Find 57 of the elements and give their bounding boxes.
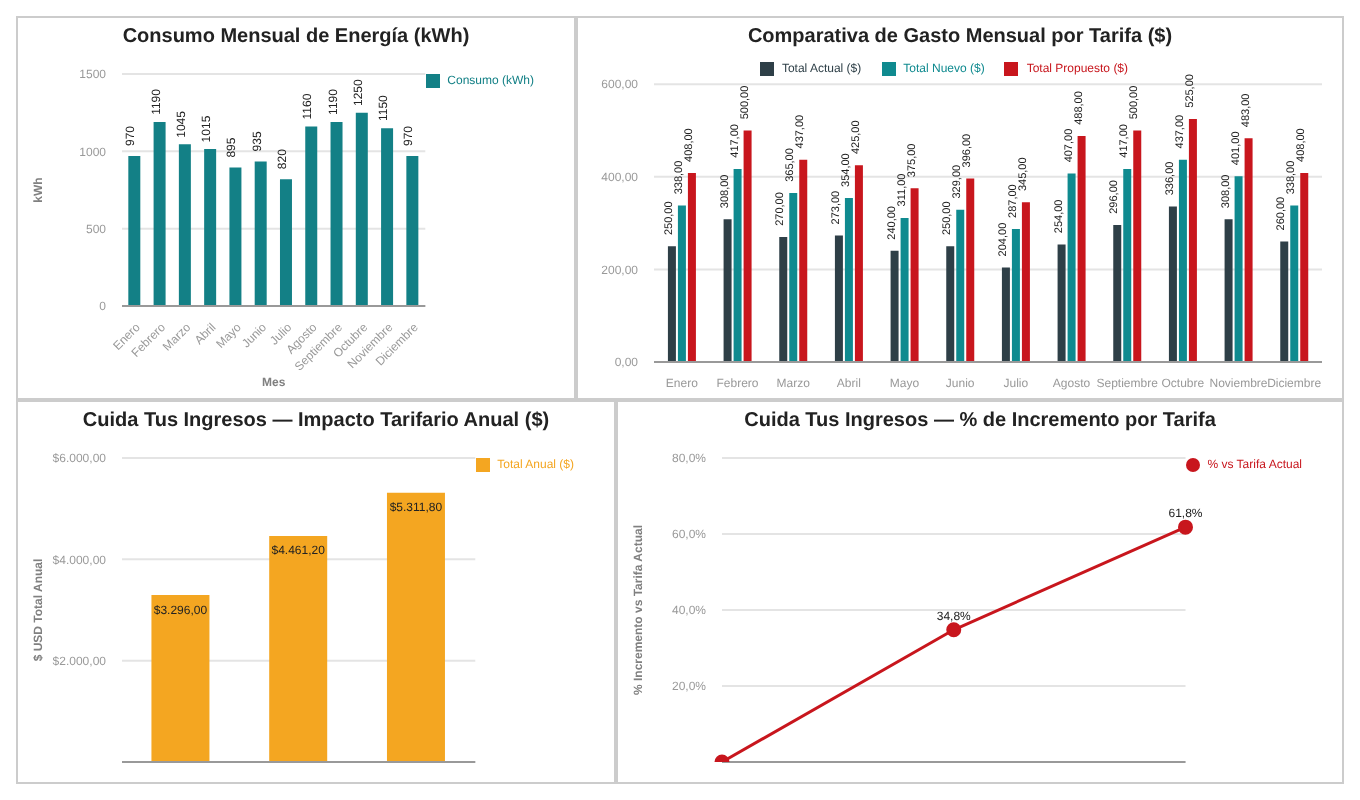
- bar: [687, 173, 696, 362]
- bar: [229, 167, 242, 306]
- bar: [677, 205, 686, 362]
- bar: [854, 165, 863, 362]
- bar: [330, 121, 343, 306]
- bar: [910, 188, 919, 362]
- bar: [1178, 159, 1187, 362]
- bar: [1057, 244, 1066, 362]
- bar: [890, 250, 899, 362]
- bar: [305, 126, 318, 306]
- bar: [381, 128, 394, 306]
- bar: [269, 535, 328, 762]
- bar: [799, 159, 808, 362]
- chart-title: Consumo Mensual de Energía (kWh): [120, 24, 472, 52]
- bar: [279, 179, 292, 306]
- bar: [1188, 118, 1197, 362]
- bar: [834, 235, 843, 362]
- bar: [128, 155, 141, 306]
- bar: [178, 144, 191, 306]
- bar: [900, 217, 909, 362]
- bar: [386, 492, 445, 762]
- bar: [1021, 202, 1030, 362]
- bar: [956, 209, 965, 362]
- bar: [1011, 229, 1020, 362]
- bar: [355, 112, 368, 306]
- bar: [723, 219, 732, 362]
- bar: [204, 149, 217, 306]
- bar: [1280, 241, 1289, 362]
- point: [1178, 519, 1193, 535]
- chart-title: Cuida Tus Ingresos — Impacto Tarifario Anual ($): [80, 408, 552, 436]
- bar: [254, 161, 267, 306]
- bar: [1244, 138, 1253, 362]
- chart-title: Cuida Tus Ingresos — % de Incremento por Tarifa: [742, 408, 1218, 436]
- bar: [406, 155, 419, 306]
- chart-title: Comparativa de Gasto Mensual por Tarifa ($): [745, 24, 1175, 52]
- bar: [966, 178, 975, 362]
- bar: [1224, 219, 1233, 362]
- bar: [1234, 176, 1243, 362]
- bar: [1300, 173, 1309, 362]
- bar: [1290, 205, 1299, 362]
- bar: [844, 198, 853, 362]
- bar: [1001, 267, 1010, 362]
- bar: [946, 246, 955, 362]
- bar: [1067, 173, 1076, 362]
- bar: [743, 130, 752, 362]
- bar: [733, 168, 742, 362]
- bar: [789, 192, 798, 362]
- bar: [779, 236, 788, 362]
- point: [946, 622, 962, 638]
- bar: [1113, 224, 1122, 362]
- bar: [667, 246, 676, 362]
- bar: [1168, 206, 1177, 362]
- bar: [1077, 136, 1086, 362]
- bar: [151, 595, 210, 762]
- bar: [1133, 130, 1142, 362]
- bar: [153, 121, 166, 306]
- bar: [1123, 168, 1132, 362]
